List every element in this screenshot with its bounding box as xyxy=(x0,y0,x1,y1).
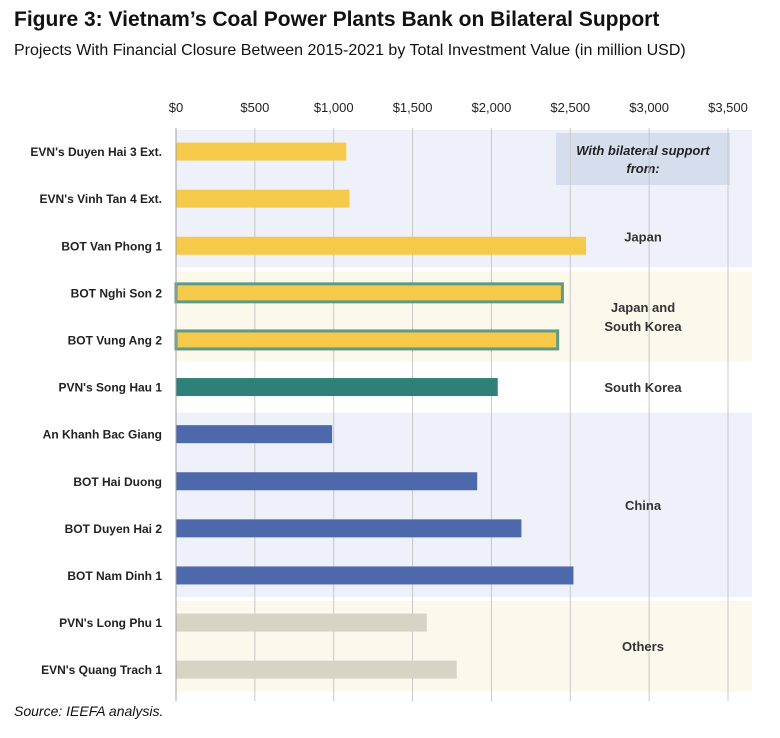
bar xyxy=(176,472,478,491)
bar xyxy=(174,329,560,351)
legend-box-line2: from: xyxy=(626,161,659,176)
bar xyxy=(176,189,350,208)
category-label: BOT Vung Ang 2 xyxy=(68,333,163,347)
category-label: EVN's Vinh Tan 4 Ext. xyxy=(40,192,162,206)
category-label: EVN's Quang Trach 1 xyxy=(41,663,162,677)
group-label: Japan xyxy=(624,229,662,244)
bar xyxy=(174,282,564,304)
x-tick-label: $1,000 xyxy=(314,100,354,115)
x-tick-label: $2,000 xyxy=(472,100,512,115)
legend-box xyxy=(556,133,730,185)
bar xyxy=(176,566,574,585)
x-tick-label: $3,000 xyxy=(629,100,669,115)
category-label: BOT Hai Duong xyxy=(73,475,162,489)
bar xyxy=(176,142,347,161)
category-label: An Khanh Bac Giang xyxy=(43,428,162,442)
category-label: PVN's Song Hau 1 xyxy=(58,381,162,395)
bar xyxy=(176,236,587,255)
category-label: BOT Duyen Hai 2 xyxy=(65,522,163,536)
bar xyxy=(176,378,498,397)
category-label: EVN's Duyen Hai 3 Ext. xyxy=(30,145,162,159)
x-tick-label: $0 xyxy=(169,100,183,115)
chart-subtitle: Projects With Financial Closure Between … xyxy=(14,42,686,59)
group-label: China xyxy=(625,498,662,513)
bar xyxy=(176,613,427,632)
bar xyxy=(176,519,522,538)
chart-title: Figure 3: Vietnam’s Coal Power Plants Ba… xyxy=(14,8,660,31)
group-label: South Korea xyxy=(604,319,682,334)
x-tick-label: $2,500 xyxy=(550,100,590,115)
group-label: South Korea xyxy=(604,380,682,395)
x-tick-label: $3,500 xyxy=(708,100,748,115)
group-label: Japan and xyxy=(611,300,675,315)
bar xyxy=(176,425,333,444)
category-label: BOT Van Phong 1 xyxy=(61,239,162,253)
source-note: Source: IEEFA analysis. xyxy=(14,703,164,719)
legend-box-line1: With bilateral support xyxy=(576,143,710,158)
x-tick-label: $500 xyxy=(240,100,269,115)
group-band xyxy=(176,412,752,597)
category-label: BOT Nam Dinh 1 xyxy=(67,569,162,583)
category-label: BOT Nghi Son 2 xyxy=(71,286,163,300)
bar xyxy=(176,660,457,679)
group-label: Others xyxy=(622,639,664,654)
x-tick-label: $1,500 xyxy=(393,100,433,115)
category-label: PVN's Long Phu 1 xyxy=(59,616,162,630)
